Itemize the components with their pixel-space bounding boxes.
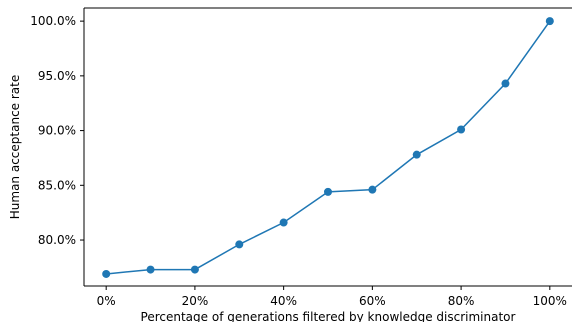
data-point — [235, 240, 244, 249]
data-point — [190, 265, 199, 274]
data-point — [501, 79, 510, 88]
y-axis: 80.0% 85.0% 90.0% 95.0% 100.0% — [30, 14, 84, 247]
series-line — [106, 20, 551, 275]
x-tick-label: 80% — [448, 294, 475, 308]
plot-area — [102, 17, 554, 278]
y-tick-label: 80.0% — [38, 233, 76, 247]
data-point — [146, 265, 155, 274]
y-tick-label: 100.0% — [30, 14, 76, 28]
data-point — [412, 150, 421, 159]
data-point — [545, 17, 554, 26]
x-axis-label: Percentage of generations filtered by kn… — [141, 310, 516, 322]
y-tick-label: 90.0% — [38, 124, 76, 138]
x-axis: 0% 20% 40% 60% 80% 100% — [97, 286, 567, 308]
x-tick-label: 20% — [182, 294, 209, 308]
x-tick-label: 60% — [359, 294, 386, 308]
x-tick-label: 40% — [270, 294, 297, 308]
data-point — [279, 218, 288, 227]
data-point — [368, 185, 377, 194]
axes-frame — [83, 7, 572, 287]
y-tick-label: 95.0% — [38, 69, 76, 83]
y-tick-label: 85.0% — [38, 178, 76, 192]
data-point — [457, 125, 466, 134]
data-point — [102, 269, 111, 278]
x-tick-label: 100% — [533, 294, 567, 308]
y-axis-label: Human acceptance rate — [8, 75, 22, 219]
data-point — [324, 187, 332, 196]
x-tick-label: 0% — [97, 294, 116, 308]
